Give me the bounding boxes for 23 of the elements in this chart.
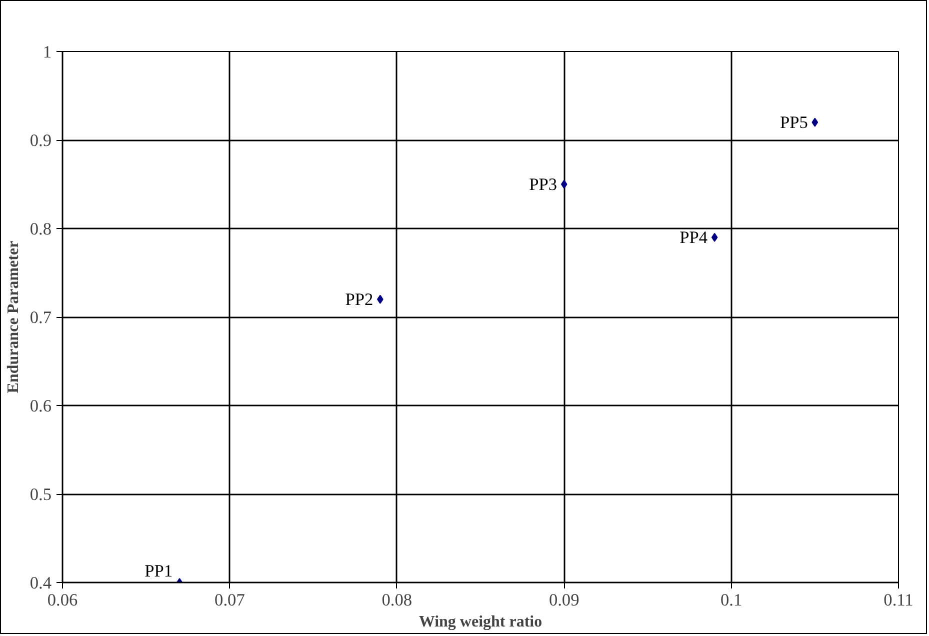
annotation: PP4 [680,228,708,247]
y-tick-label: 1 [42,42,52,62]
y-tick-label: 0.4 [30,574,52,592]
x-tick-label: 0.1 [720,590,742,610]
x-tick-label: 0.06 [47,590,78,610]
x-tick-label: 0.09 [548,590,580,610]
y-axis-title: Endurance Parameter [4,240,22,394]
annotation: PP5 [780,112,808,132]
annotation: PP3 [529,174,558,194]
y-tick-label: 0.7 [30,308,52,327]
x-tick-label: 0.07 [214,590,246,610]
y-tick-label: 0.5 [30,485,52,504]
point [711,232,718,242]
point [812,118,818,127]
y-tick-label: 0.6 [30,396,52,416]
x-tick-label: 0.11 [884,590,914,610]
x-tick-label: 0.08 [382,590,412,610]
point [560,180,568,189]
annotation: PP2 [345,290,374,309]
x-axis-title: Wing weight ratio [418,614,542,630]
y-tick-label: 0.8 [30,220,52,238]
y-tick-label: 0.9 [30,131,52,150]
annotation: PP1 [144,562,173,580]
